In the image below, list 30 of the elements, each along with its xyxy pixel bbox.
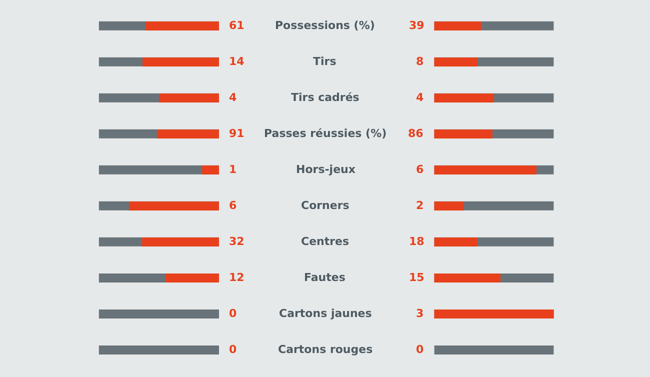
data-label: 4 [229,91,237,104]
data-label: 32 [229,235,244,248]
data-label: 39 [409,19,424,32]
category-label: Cartons jaunes [279,307,372,320]
data-label: 2 [416,199,424,212]
category-label: Tirs cadrés [291,91,360,104]
category-label: Passes réussies (%) [264,127,387,140]
data-label: 0 [416,343,424,356]
data-label: 3 [416,307,424,320]
category-label: Corners [301,199,350,212]
data-label: 18 [409,235,424,248]
data-label: 6 [229,199,237,212]
data-label: 0 [229,307,237,320]
data-label: 86 [408,127,424,140]
data-label: 12 [229,271,244,284]
data-label: 61 [229,19,244,32]
data-label: 8 [416,55,424,68]
data-label: 6 [416,163,424,176]
data-label: 14 [229,55,245,68]
category-label: Cartons rouges [278,343,374,356]
category-label: Fautes [304,271,346,284]
data-label: 15 [409,271,424,284]
data-label: 0 [229,343,237,356]
category-label: Possessions (%) [275,19,375,32]
category-label: Hors-jeux [296,163,356,176]
data-label: 1 [229,163,237,176]
data-label: 91 [229,127,244,140]
category-label: Tirs [313,55,337,68]
category-label: Centres [301,235,350,248]
data-label: 4 [416,91,424,104]
